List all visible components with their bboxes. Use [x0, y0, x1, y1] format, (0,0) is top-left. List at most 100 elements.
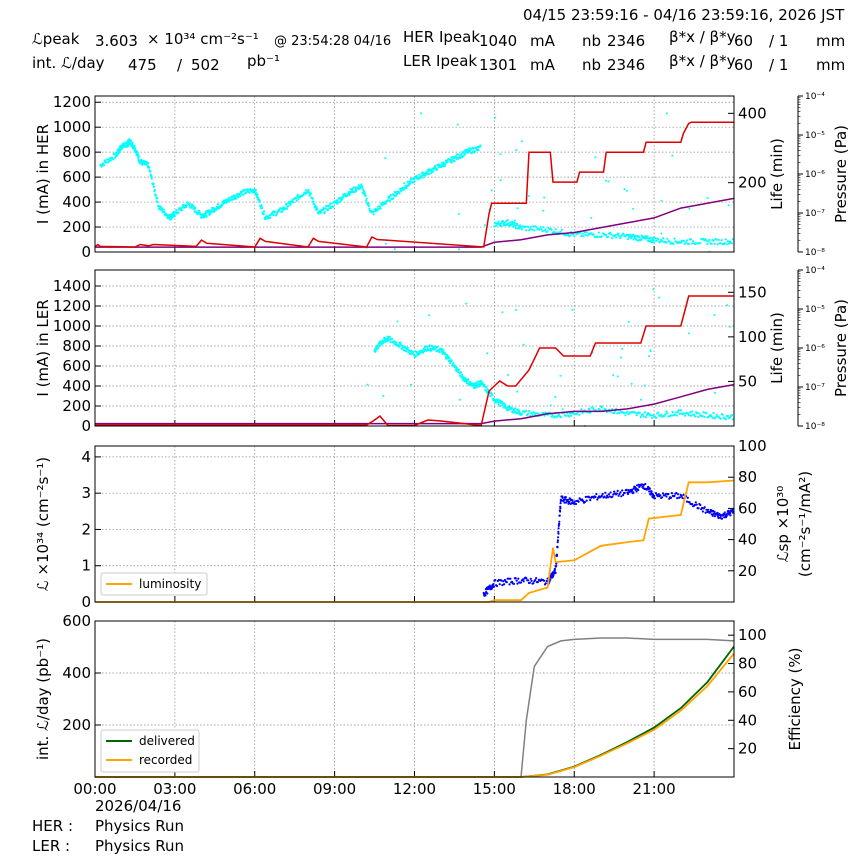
life-point — [677, 409, 680, 412]
specific-lumi-point — [601, 492, 604, 496]
specific-lumi-point — [503, 578, 507, 582]
life-point — [235, 197, 238, 200]
life-point — [499, 225, 503, 228]
life-point — [372, 213, 375, 216]
life-point — [258, 199, 261, 202]
y-tick-label: 600 — [62, 357, 91, 375]
life-point — [540, 228, 543, 231]
specific-lumi-point — [664, 492, 667, 495]
y-tick-label: 3 — [81, 484, 91, 502]
life-point — [535, 226, 538, 229]
specific-lumi-point — [502, 580, 505, 583]
pressure-tick-label: 10⁻⁸ — [805, 422, 825, 432]
life-point — [311, 197, 314, 200]
life-point — [444, 353, 447, 356]
life-point — [710, 242, 713, 245]
life-point — [650, 414, 653, 417]
specific-lumi-point — [555, 553, 559, 556]
life-point — [448, 357, 451, 360]
life-point — [504, 403, 507, 407]
life-point — [604, 233, 608, 236]
life-point — [389, 340, 392, 343]
life-point — [512, 225, 515, 228]
life-point — [580, 408, 583, 411]
luminosity-line — [95, 479, 735, 603]
specific-lumi-point — [535, 577, 538, 580]
y-tick-label: 2 — [81, 520, 91, 538]
pressure-tick-label: 10⁻⁶ — [805, 170, 825, 180]
legend-label-recorded: recorded — [139, 753, 192, 767]
specific-lumi-point — [621, 489, 624, 492]
life-point — [152, 185, 156, 188]
life-point — [358, 187, 361, 190]
life-point — [464, 377, 467, 380]
life-point — [644, 416, 648, 419]
specific-lumi-point — [554, 564, 558, 568]
specific-lumi-point — [505, 581, 508, 584]
life-point — [368, 207, 371, 210]
specific-lumi-point — [648, 490, 651, 493]
specific-lumi-point — [556, 546, 559, 549]
life-point — [384, 337, 387, 340]
life-point — [454, 155, 458, 158]
life-point — [658, 296, 661, 299]
life-point — [559, 374, 562, 377]
life-point — [714, 416, 717, 419]
specific-lumi-point — [555, 562, 558, 565]
y-tick-label: 600 — [62, 612, 91, 630]
life-point — [102, 164, 106, 167]
life-point — [703, 415, 706, 418]
ler-value: 1301 — [479, 56, 518, 74]
life-point — [265, 215, 268, 218]
specific-lumi-point — [484, 592, 487, 595]
life-point — [374, 349, 377, 352]
life-point — [163, 210, 166, 213]
life-point — [596, 236, 599, 239]
life-point — [431, 345, 434, 349]
life-point — [515, 148, 518, 151]
life-point — [560, 228, 564, 231]
specific-lumi-point — [604, 491, 607, 494]
legend-box — [100, 572, 208, 596]
life-point — [537, 412, 540, 415]
y-tick-label: 1200 — [53, 93, 91, 111]
life-point — [177, 211, 180, 214]
life-point — [453, 160, 456, 163]
specific-lumi-point — [618, 492, 621, 496]
y-tick-label: 1000 — [53, 118, 91, 136]
life-point — [726, 304, 728, 307]
specific-lumi-point — [654, 492, 658, 495]
life-point — [377, 208, 380, 211]
life-point — [410, 383, 413, 386]
life-point — [175, 209, 178, 212]
specific-lumi-point — [657, 493, 660, 496]
life-point — [651, 240, 654, 244]
specific-lumi-point — [695, 503, 698, 506]
x-tick-label: 18:00 — [553, 780, 596, 798]
life-point — [455, 366, 458, 369]
specific-lumi-point — [564, 496, 567, 499]
life-point — [274, 210, 277, 213]
life-point — [549, 404, 552, 407]
specific-lumi-point — [613, 490, 616, 493]
life-point — [715, 413, 718, 416]
y2-tick-label: 50 — [738, 372, 757, 390]
life-point — [489, 395, 492, 398]
specific-lumi-point — [686, 496, 689, 499]
life-point — [728, 325, 731, 328]
life-point — [726, 240, 730, 243]
life-point — [328, 207, 331, 210]
x-tick-label: 09:00 — [313, 780, 356, 798]
life-point — [241, 193, 245, 196]
specific-lumi-point — [514, 577, 517, 580]
specific-lumi-point — [609, 491, 612, 494]
life-point — [594, 156, 597, 159]
life-point — [336, 198, 339, 201]
life-series — [99, 112, 735, 253]
life-point — [296, 193, 299, 196]
life-point — [688, 411, 692, 414]
life-point — [622, 232, 625, 235]
specific-lumi-point — [559, 502, 562, 505]
plot-frame — [94, 95, 735, 253]
life-point — [543, 414, 546, 417]
